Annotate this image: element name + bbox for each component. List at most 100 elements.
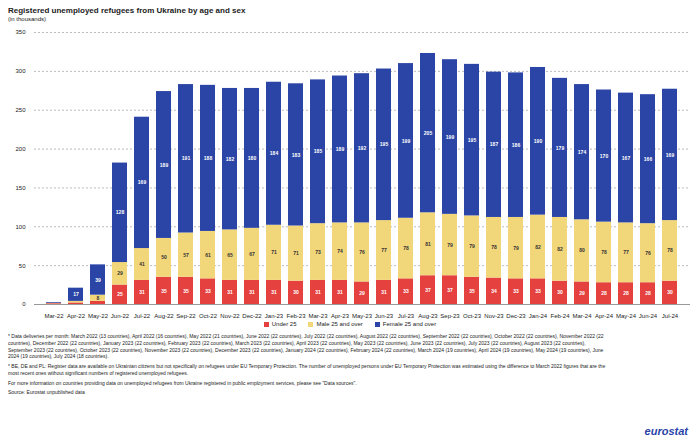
svg-text:81: 81 [425, 241, 431, 247]
svg-text:192: 192 [358, 145, 367, 151]
svg-text:179: 179 [556, 145, 565, 151]
svg-text:166: 166 [644, 156, 653, 162]
svg-text:78: 78 [667, 247, 673, 253]
svg-text:31: 31 [315, 289, 321, 295]
svg-text:190: 190 [534, 138, 543, 144]
svg-text:28: 28 [645, 290, 651, 296]
svg-text:Apr-22: Apr-22 [67, 313, 86, 319]
svg-text:Jan-23: Jan-23 [265, 313, 284, 319]
svg-text:Jul-24: Jul-24 [662, 313, 679, 319]
svg-text:205: 205 [424, 130, 433, 136]
svg-text:31: 31 [381, 289, 387, 295]
svg-text:35: 35 [469, 288, 475, 294]
svg-text:80: 80 [579, 247, 585, 253]
svg-text:186: 186 [512, 142, 521, 148]
svg-text:35: 35 [183, 288, 189, 294]
svg-text:29: 29 [359, 290, 365, 296]
svg-text:31: 31 [139, 289, 145, 295]
svg-text:Jun-23: Jun-23 [375, 313, 394, 319]
svg-text:34: 34 [491, 288, 497, 294]
svg-text:33: 33 [513, 288, 519, 294]
svg-text:79: 79 [447, 242, 453, 248]
svg-text:200: 200 [15, 146, 26, 152]
svg-text:57: 57 [183, 252, 189, 258]
svg-text:77: 77 [623, 249, 629, 255]
svg-text:78: 78 [403, 245, 409, 251]
svg-text:189: 189 [160, 162, 169, 168]
svg-text:61: 61 [205, 252, 211, 258]
svg-text:33: 33 [205, 288, 211, 294]
svg-text:82: 82 [535, 244, 541, 250]
svg-text:184: 184 [270, 150, 279, 156]
svg-text:37: 37 [425, 287, 431, 293]
svg-text:May-23: May-23 [352, 313, 373, 319]
svg-text:71: 71 [293, 250, 299, 256]
svg-text:33: 33 [535, 288, 541, 294]
svg-text:Jun-24: Jun-24 [639, 313, 658, 319]
svg-text:74: 74 [337, 248, 343, 254]
svg-text:Sep-22: Sep-22 [176, 313, 196, 319]
svg-text:183: 183 [292, 152, 301, 158]
svg-text:39: 39 [95, 277, 101, 283]
svg-text:Nov-22: Nov-22 [220, 313, 240, 319]
svg-text:Oct-23: Oct-23 [463, 313, 482, 319]
svg-text:31: 31 [337, 289, 343, 295]
svg-text:35: 35 [161, 288, 167, 294]
svg-text:Aug-23: Aug-23 [418, 313, 438, 319]
svg-text:174: 174 [578, 149, 587, 155]
svg-text:31: 31 [249, 289, 255, 295]
svg-text:199: 199 [402, 138, 411, 144]
svg-text:67: 67 [249, 251, 255, 257]
svg-text:82: 82 [557, 246, 563, 252]
svg-text:100: 100 [15, 224, 26, 230]
svg-text:17: 17 [73, 291, 79, 297]
svg-text:0: 0 [22, 301, 26, 307]
svg-text:78: 78 [601, 249, 607, 255]
svg-text:Apr-24: Apr-24 [595, 313, 614, 319]
svg-text:Feb-23: Feb-23 [286, 313, 306, 319]
svg-text:28: 28 [623, 290, 629, 296]
svg-text:169: 169 [138, 179, 147, 185]
svg-text:Jul-23: Jul-23 [398, 313, 415, 319]
svg-text:128: 128 [116, 209, 125, 215]
svg-text:Jul-22: Jul-22 [134, 313, 151, 319]
svg-text:30: 30 [667, 289, 673, 295]
svg-text:50: 50 [161, 254, 167, 260]
svg-text:29: 29 [579, 290, 585, 296]
svg-text:28: 28 [601, 290, 607, 296]
svg-text:Sep-23: Sep-23 [440, 313, 460, 319]
svg-text:79: 79 [513, 245, 519, 251]
svg-text:150: 150 [15, 185, 26, 191]
svg-text:79: 79 [469, 243, 475, 249]
svg-text:76: 76 [359, 249, 365, 255]
svg-text:Apr-23: Apr-23 [331, 313, 350, 319]
svg-text:250: 250 [15, 107, 26, 113]
svg-text:182: 182 [226, 156, 235, 162]
svg-text:May-22: May-22 [88, 313, 109, 319]
svg-text:Mar-23: Mar-23 [308, 313, 328, 319]
svg-text:185: 185 [314, 148, 323, 154]
svg-text:199: 199 [446, 134, 455, 140]
svg-text:78: 78 [491, 244, 497, 250]
svg-text:25: 25 [117, 291, 123, 297]
svg-text:189: 189 [336, 146, 345, 152]
svg-text:180: 180 [248, 155, 257, 161]
svg-text:Feb-24: Feb-24 [550, 313, 570, 319]
svg-text:Oct-22: Oct-22 [199, 313, 218, 319]
svg-text:191: 191 [182, 155, 191, 161]
svg-text:76: 76 [645, 250, 651, 256]
svg-text:187: 187 [490, 141, 499, 147]
svg-text:31: 31 [271, 289, 277, 295]
svg-text:188: 188 [204, 155, 213, 161]
svg-text:30: 30 [557, 289, 563, 295]
svg-text:Aug-22: Aug-22 [154, 313, 174, 319]
svg-text:73: 73 [315, 249, 321, 255]
svg-text:41: 41 [139, 261, 145, 267]
svg-text:29: 29 [117, 270, 123, 276]
svg-text:Dec-22: Dec-22 [242, 313, 262, 319]
svg-text:169: 169 [666, 152, 675, 158]
svg-text:33: 33 [403, 288, 409, 294]
svg-text:30: 30 [293, 289, 299, 295]
svg-text:Dec-23: Dec-23 [506, 313, 526, 319]
svg-text:195: 195 [468, 137, 477, 143]
